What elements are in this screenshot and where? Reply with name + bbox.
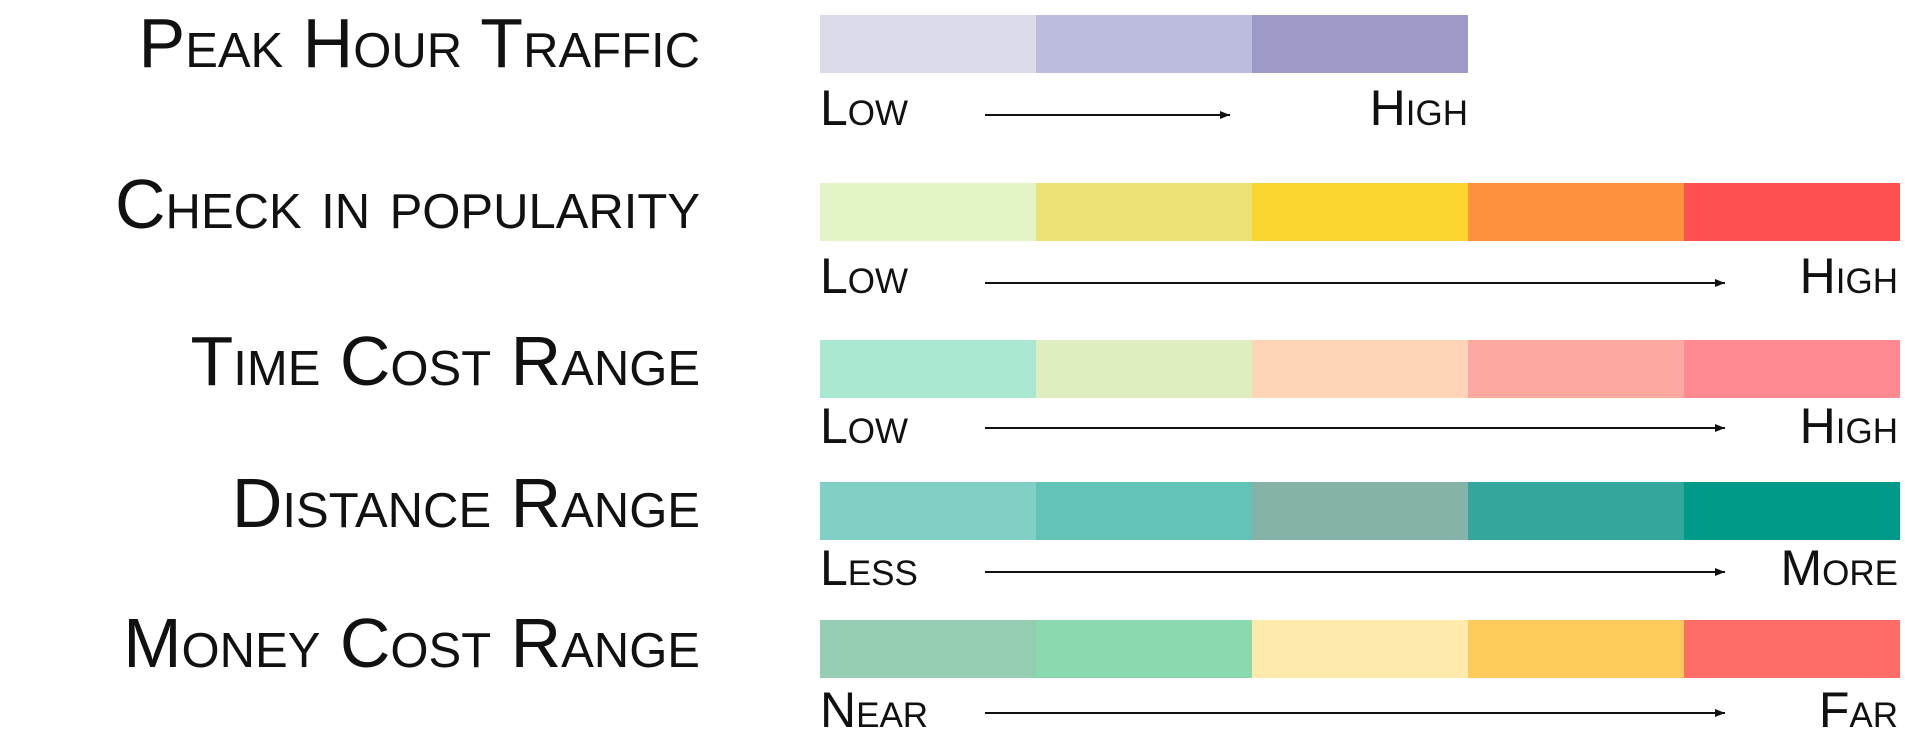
- color-swatch: [1468, 482, 1684, 540]
- color-swatch: [1036, 15, 1252, 73]
- low-end-label: Low: [820, 80, 908, 136]
- color-swatch: [1036, 340, 1252, 398]
- color-swatch: [1684, 340, 1900, 398]
- high-end-label: High: [1800, 248, 1898, 304]
- color-swatch: [1468, 340, 1684, 398]
- color-swatch: [1252, 15, 1468, 73]
- low-end-label: Near: [820, 682, 928, 738]
- legend-title: Time Cost Range: [191, 322, 700, 400]
- color-swatch: [1252, 482, 1468, 540]
- low-end-label: Less: [820, 540, 918, 596]
- high-end-label: Far: [1819, 682, 1898, 738]
- legend-title: Money Cost Range: [123, 604, 700, 682]
- legend-title: Peak Hour Traffic: [139, 4, 701, 82]
- low-end-label: Low: [820, 248, 908, 304]
- color-swatch: [1684, 482, 1900, 540]
- legend-row: Money Cost Range Near Far: [123, 604, 1900, 738]
- color-swatch: [1252, 340, 1468, 398]
- color-swatch: [820, 15, 1036, 73]
- low-end-label: Low: [820, 398, 908, 454]
- color-swatch: [820, 620, 1036, 678]
- legend-row: Peak Hour Traffic Low High: [139, 4, 1468, 136]
- color-swatch: [1252, 183, 1468, 241]
- color-swatch: [1684, 620, 1900, 678]
- legend-title: Distance Range: [232, 464, 700, 542]
- color-swatch: [1036, 183, 1252, 241]
- legend-row: Check in popularity Low High: [115, 165, 1900, 304]
- color-swatch: [820, 183, 1036, 241]
- legend-title: Check in popularity: [115, 165, 700, 243]
- color-swatch: [1684, 183, 1900, 241]
- color-swatch: [1252, 620, 1468, 678]
- color-swatch: [1468, 183, 1684, 241]
- color-swatch: [820, 340, 1036, 398]
- color-swatch: [1036, 482, 1252, 540]
- color-swatch: [820, 482, 1036, 540]
- high-end-label: High: [1800, 398, 1898, 454]
- legend-row: Time Cost Range Low High: [191, 322, 1900, 454]
- color-swatch: [1468, 620, 1684, 678]
- high-end-label: More: [1781, 540, 1899, 596]
- color-swatch: [1036, 620, 1252, 678]
- high-end-label: High: [1370, 80, 1468, 136]
- legend-row: Distance Range Less More: [232, 464, 1900, 596]
